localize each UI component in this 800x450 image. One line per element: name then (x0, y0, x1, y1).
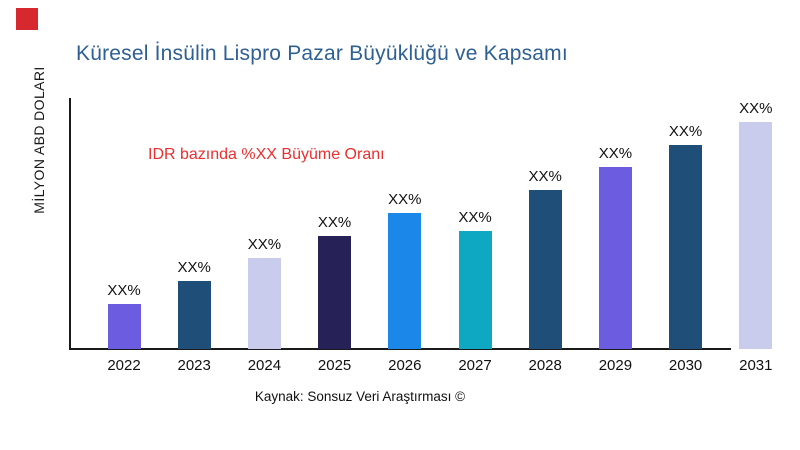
x-tick-label: 2022 (107, 357, 141, 374)
bar-value-label: XX% (668, 122, 703, 140)
x-tick-label: 2025 (317, 357, 352, 374)
x-tick-label: 2028 (528, 357, 562, 374)
logo-mark (16, 8, 38, 30)
growth-annotation: IDR bazında %XX Büyüme Oranı (148, 146, 385, 163)
bar-2031 (739, 122, 773, 349)
bar-value-label: XX% (247, 236, 282, 254)
source-caption: Kaynak: Sonsuz Veri Araştırması © (254, 389, 466, 404)
x-tick-label: 2029 (598, 357, 633, 374)
bar-value-label: XX% (528, 168, 562, 186)
bar-value-label: XX% (317, 213, 352, 231)
x-tick-label: 2027 (458, 357, 492, 374)
bar-2030 (669, 144, 703, 349)
bar-value-label: XX% (107, 281, 141, 299)
bar-2025 (318, 235, 352, 349)
bar-value-label: XX% (739, 100, 773, 117)
bar-value-label: XX% (388, 190, 422, 208)
x-tick-label: 2026 (388, 357, 422, 374)
bar-value-label: XX% (177, 258, 211, 276)
bar-2023 (177, 280, 211, 349)
x-tick-label: 2031 (739, 357, 773, 374)
bar-value-label: XX% (458, 208, 492, 226)
bar-2029 (598, 167, 632, 349)
x-tick-label: 2023 (177, 357, 211, 374)
bar-2024 (247, 258, 281, 349)
x-tick-label: 2024 (247, 357, 282, 374)
bar-value-label: XX% (598, 145, 633, 163)
x-tick-label: 2030 (668, 357, 703, 374)
chart-title: Küresel İnsülin Lispro Pazar Büyüklüğü v… (76, 42, 568, 65)
bar-2022 (107, 303, 141, 349)
bar-2027 (458, 230, 492, 349)
x-axis-line (69, 348, 731, 350)
bar-2028 (528, 190, 562, 349)
bar-2026 (388, 212, 422, 349)
y-axis-line (69, 98, 71, 350)
